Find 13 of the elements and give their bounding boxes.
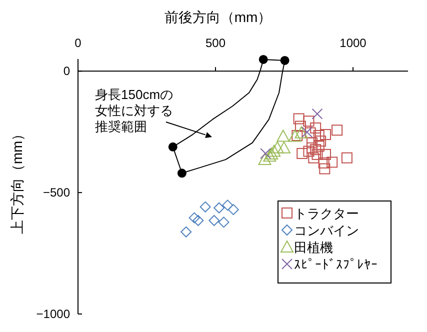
- y-tick-label: 0: [63, 64, 70, 78]
- legend-label: 田植機: [294, 240, 333, 255]
- x-tick-label: 0: [74, 36, 82, 50]
- legend-label: コンバイン: [294, 223, 359, 238]
- legend-label: トラクター: [294, 206, 359, 221]
- y-axis-title: 上下方向（mm）: [9, 126, 25, 234]
- x-tick-label: 1000: [340, 36, 367, 50]
- legend-label: ｽﾋﾟｰﾄﾞｽﾌﾟﾚﾔｰ: [294, 257, 378, 272]
- annotation: 身長150cmの女性に対する推奨範囲: [95, 87, 174, 134]
- y-tick-label: −500: [42, 186, 70, 200]
- x-tick-label: 500: [205, 36, 226, 50]
- y-tick-label: −1000: [36, 307, 70, 321]
- x-axis-title: 前後方向（mm）: [164, 9, 272, 25]
